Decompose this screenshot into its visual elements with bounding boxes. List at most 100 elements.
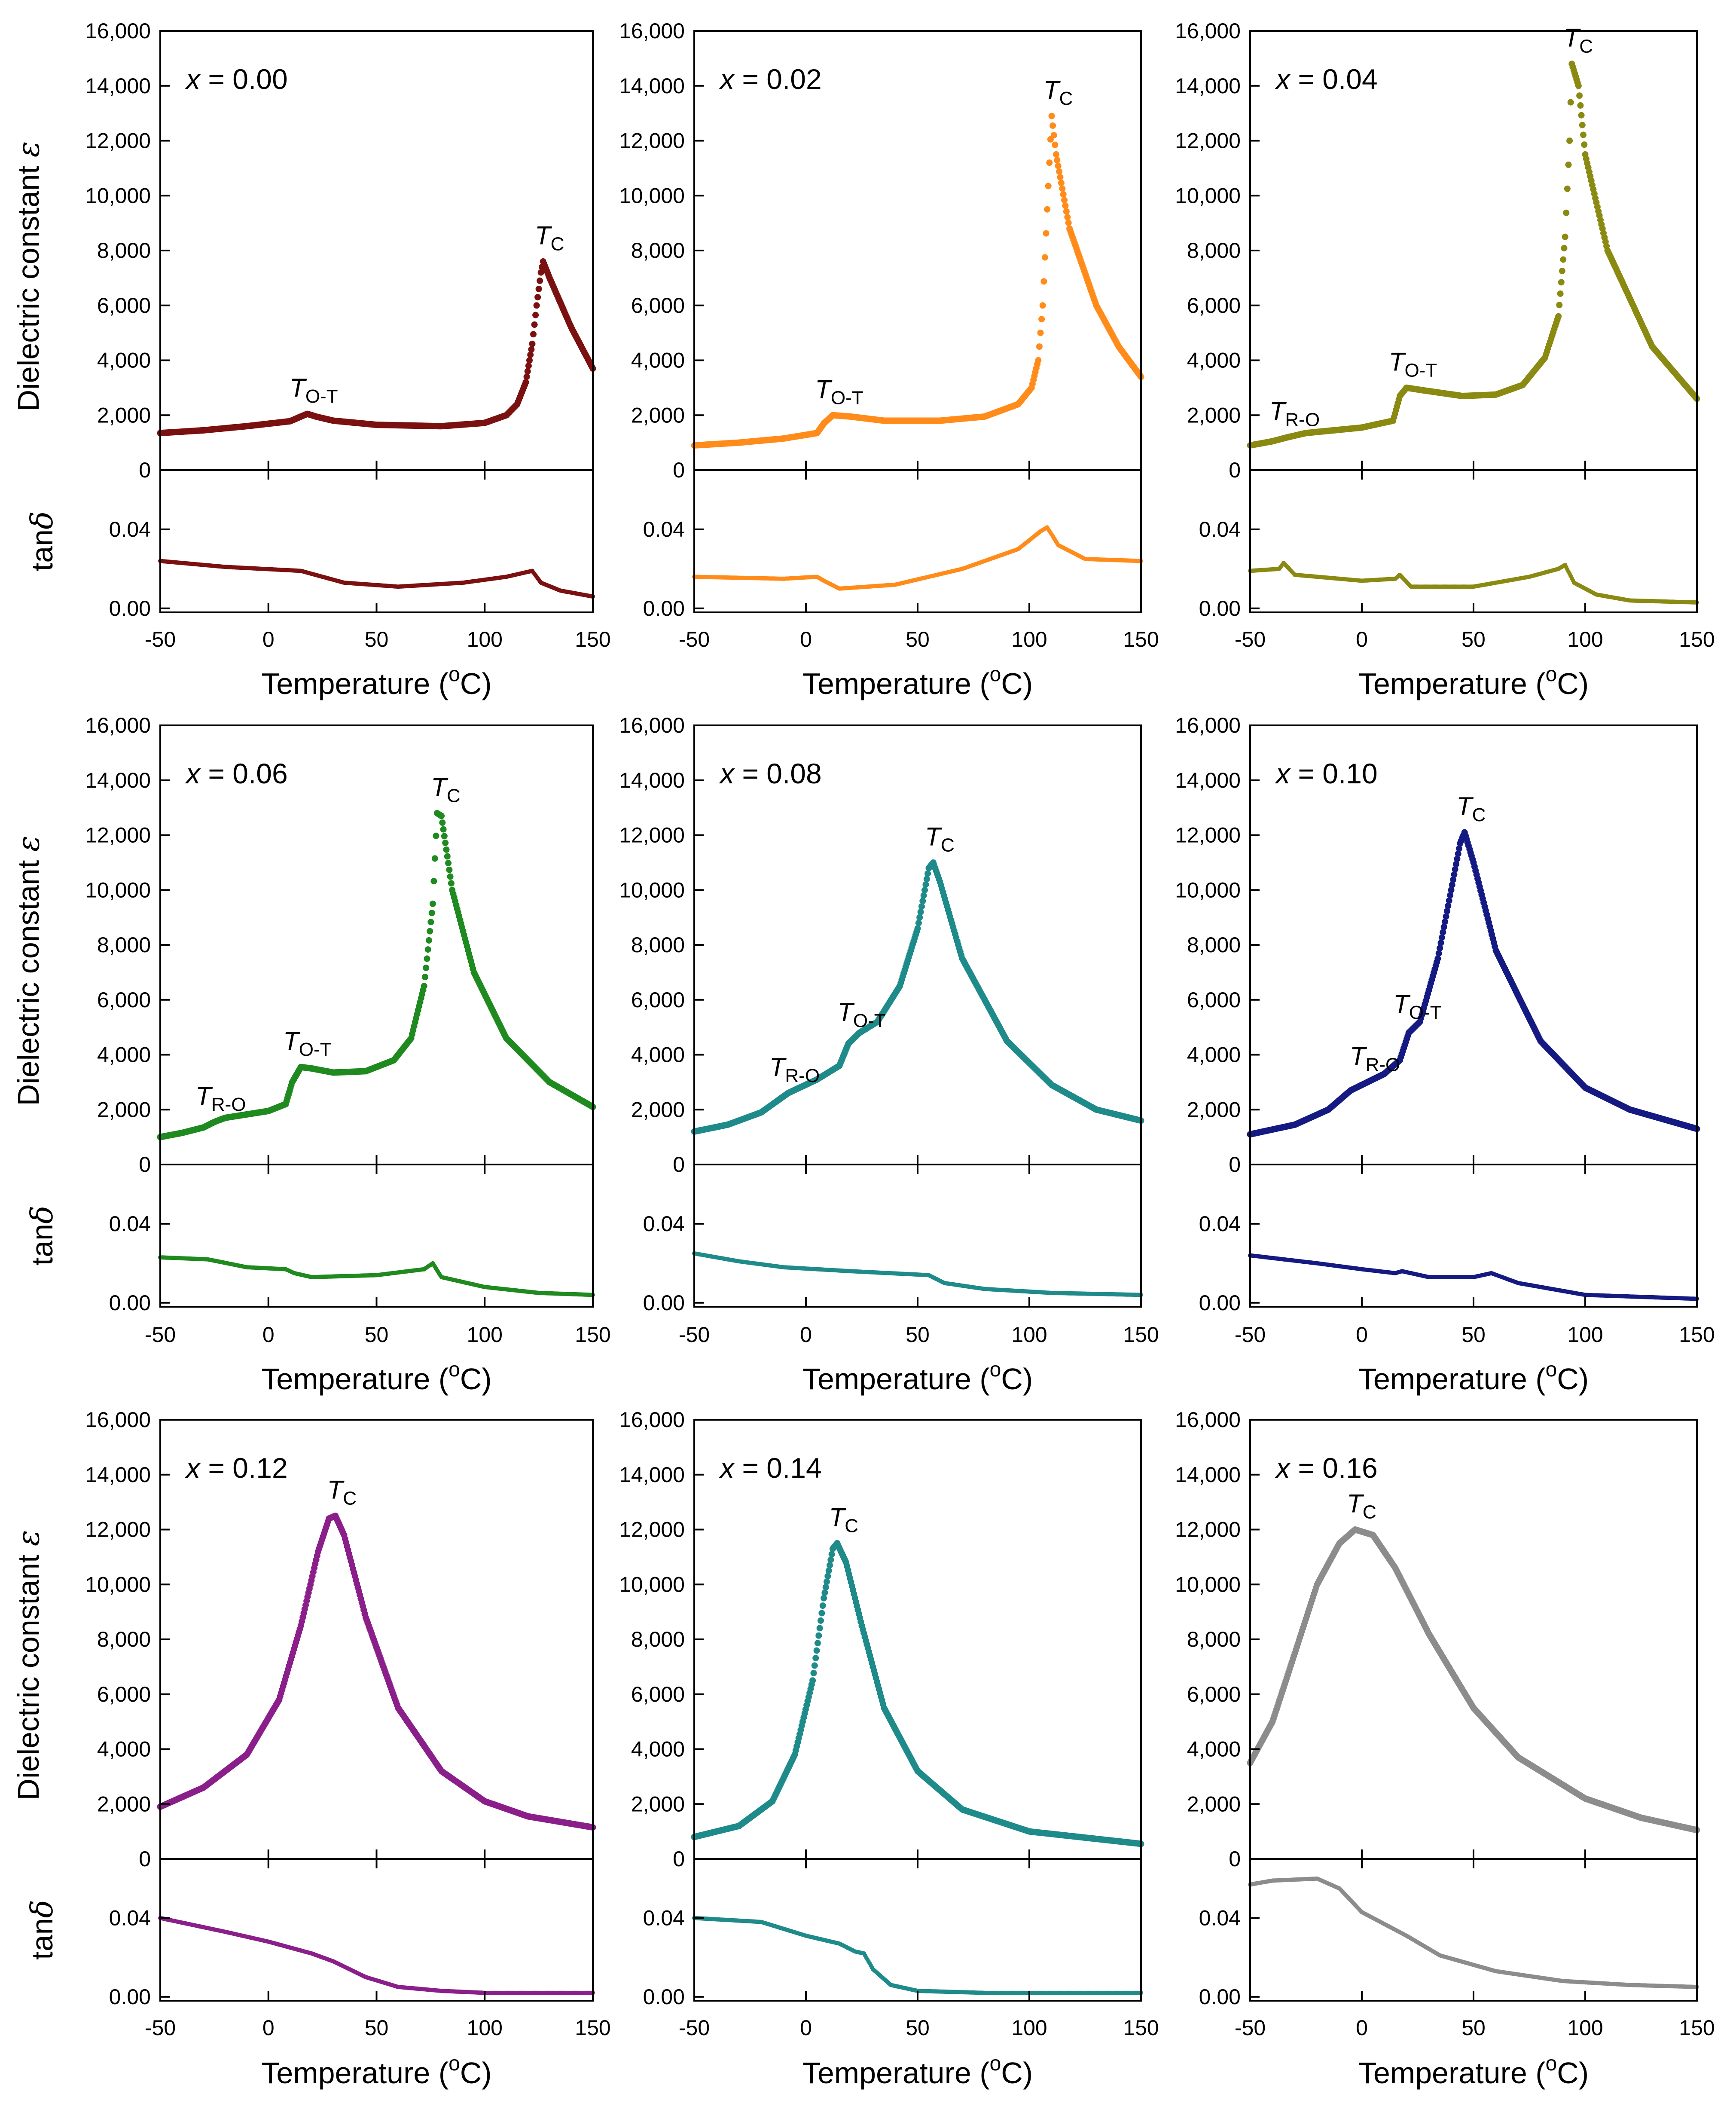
y-axis-title-loss: tanδ <box>24 1206 60 1265</box>
transition-ot-label: TO-T <box>837 998 885 1031</box>
transition-ot-label: TO-T <box>815 375 863 408</box>
y-tick-label: 6,000 <box>97 293 151 318</box>
x-tick-label: 50 <box>906 1323 930 1347</box>
dielectric-point <box>529 340 536 347</box>
y-tick-label: 8,000 <box>631 238 685 263</box>
dielectric-point <box>421 983 427 990</box>
dielectric-point <box>528 346 535 353</box>
dielectric-point <box>1054 157 1061 164</box>
dielectric-point <box>1040 278 1047 285</box>
x-tick-label: 150 <box>1123 627 1159 651</box>
y-tick-label: 6,000 <box>631 293 685 318</box>
dielectric-point <box>1559 268 1565 274</box>
dielectric-point <box>920 892 927 899</box>
y-tick-label: 12,000 <box>85 129 151 153</box>
x-tick-label: 50 <box>365 627 389 651</box>
y-tick-label: 14,000 <box>85 74 151 98</box>
composition-label: x = 0.02 <box>719 63 822 95</box>
transition-ot-label: TO-T <box>283 1027 331 1060</box>
dielectric-series <box>691 113 1144 449</box>
dielectric-point <box>1059 185 1066 192</box>
dielectric-point <box>527 352 534 358</box>
loss-series <box>692 525 1143 591</box>
dielectric-point <box>533 302 540 309</box>
dielectric-point <box>1041 254 1048 261</box>
dielectric-point <box>537 269 544 276</box>
dielectric-point <box>1050 132 1057 139</box>
dielectric-point <box>1060 191 1067 198</box>
dielectric-point <box>1044 206 1051 213</box>
y-tick-label: 6,000 <box>631 988 685 1012</box>
dielectric-point <box>1063 208 1070 215</box>
y-tick-label: 2,000 <box>97 403 151 427</box>
y-tick-label: 14,000 <box>85 768 151 792</box>
curie-temperature-label: TC <box>925 822 954 856</box>
y-tick-label: 10,000 <box>619 878 685 902</box>
dielectric-point <box>535 285 542 292</box>
y-tick-label: 12,000 <box>619 129 685 153</box>
y-axis-title-dielectric: Dielectric constant ε <box>11 836 46 1106</box>
y-tick-label: 8,000 <box>1187 238 1241 263</box>
y-tick-label: 10,000 <box>85 878 151 902</box>
dielectric-point <box>1556 302 1563 309</box>
y-tick-label: 12,000 <box>85 823 151 847</box>
dielectric-point <box>433 832 439 839</box>
x-axis-title: Temperature (oC) <box>1358 663 1589 700</box>
dielectric-point <box>1055 162 1062 169</box>
dielectric-point <box>1560 256 1567 263</box>
loss-plot-frame <box>159 469 594 613</box>
dielectric-point <box>1045 183 1052 190</box>
dielectric-point <box>921 886 928 893</box>
dielectric-point <box>1579 122 1586 128</box>
transition-ro-label: TR-O <box>769 1053 820 1086</box>
y-tick-label: 16,000 <box>619 713 685 737</box>
loss-plot-frame <box>159 1164 594 1308</box>
x-tick-label: 100 <box>1567 627 1603 651</box>
x-tick-label: -50 <box>679 1323 710 1347</box>
y-tick-label: 6,000 <box>97 988 151 1012</box>
y-tick-label: 6,000 <box>1187 293 1241 318</box>
y-tick-label: 4,000 <box>631 1043 685 1067</box>
dielectric-point <box>443 846 450 853</box>
dielectric-point <box>1048 113 1055 119</box>
y-tick-label: 0 <box>673 1152 685 1177</box>
dielectric-point <box>1564 185 1571 192</box>
dielectric-point <box>440 826 447 833</box>
curie-temperature-label: TC <box>1043 76 1073 109</box>
panel-0: -50 0 50 100 15002,0004,0006,0008,00010,0001… <box>11 19 611 700</box>
y-tick-label: 0 <box>139 458 151 482</box>
x-tick-label: -50 <box>145 627 176 651</box>
dielectric-point <box>531 321 538 328</box>
panel-5: -50 0 50 100 15002,0004,0006,0008,00010,0001… <box>1175 713 1715 1396</box>
dielectric-point <box>1555 313 1562 320</box>
curie-temperature-label: TC <box>535 221 564 255</box>
dielectric-point <box>530 331 537 338</box>
dielectric-point <box>923 876 930 883</box>
dielectric-point <box>524 368 531 375</box>
y-tick-label: 12,000 <box>619 823 685 847</box>
transition-ro-label: TR-O <box>195 1082 246 1115</box>
dielectric-point <box>1035 357 1042 364</box>
y-tick-label: 16,000 <box>85 19 151 43</box>
y-tick-label: 4,000 <box>1187 348 1241 373</box>
transition-ot-label: TO-T <box>290 373 338 407</box>
dielectric-point <box>1037 330 1044 336</box>
panel-3: -50 0 50 100 15002,0004,0006,0008,00010,0001… <box>11 713 611 1396</box>
x-tick-label: 150 <box>1123 1323 1159 1347</box>
y-axis-title-dielectric: Dielectric constant ε <box>11 141 46 412</box>
dielectric-point <box>1057 174 1064 180</box>
dielectric-point <box>1577 102 1584 109</box>
dielectric-plot-frame <box>1249 30 1698 471</box>
y-tick-label: 14,000 <box>619 74 685 98</box>
dielectric-point <box>423 964 430 971</box>
loss-y-tick-label: 0.00 <box>643 596 685 621</box>
x-tick-label: 100 <box>1011 1323 1047 1347</box>
dielectric-point <box>1043 230 1050 237</box>
x-tick-label: 50 <box>1461 627 1486 651</box>
dielectric-point <box>1056 168 1063 175</box>
loss-y-tick-label: 0.00 <box>643 1291 685 1315</box>
dielectric-point <box>1563 209 1570 216</box>
dielectric-point <box>1058 180 1065 186</box>
dielectric-point <box>445 860 452 866</box>
dielectric-point <box>917 908 924 915</box>
